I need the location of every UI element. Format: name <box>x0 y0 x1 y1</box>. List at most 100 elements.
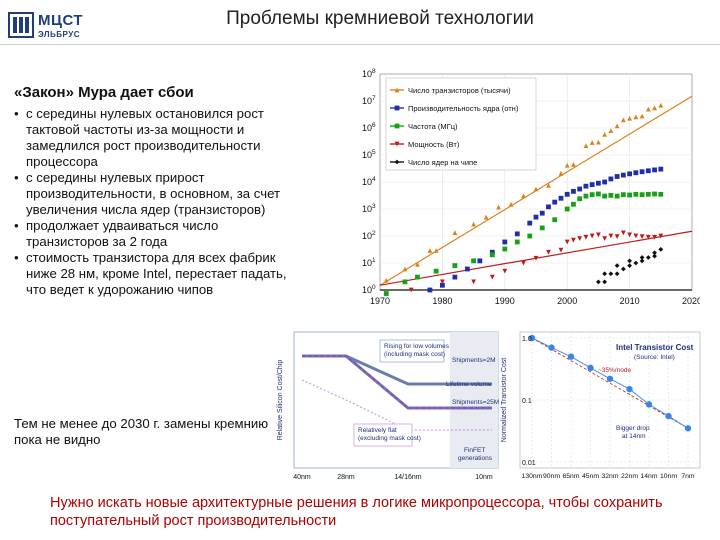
slide-title: Проблемы кремниевой технологии <box>226 8 534 29</box>
data-point <box>602 131 608 137</box>
data-point <box>548 344 555 351</box>
data-point <box>533 214 539 220</box>
data-point <box>571 201 576 207</box>
data-point <box>564 191 570 197</box>
y-axis-label: Normalized Transistor Cost <box>501 358 508 442</box>
bullet-item: с середины нулевых остановился рост такт… <box>12 106 287 170</box>
data-point <box>652 234 657 240</box>
y-tick-label: 108 <box>362 68 376 79</box>
data-point <box>571 237 576 243</box>
x-tick-label: 22nm <box>621 473 638 480</box>
data-point <box>583 183 589 189</box>
data-point <box>658 246 664 252</box>
data-point <box>514 239 520 245</box>
data-point <box>620 172 626 178</box>
data-point <box>614 271 620 277</box>
data-point <box>596 191 601 197</box>
x-tick-label: 2010 <box>620 296 640 306</box>
data-point <box>408 287 414 293</box>
data-point <box>496 204 501 210</box>
data-point <box>402 279 408 285</box>
data-point <box>433 268 439 274</box>
data-point <box>608 271 614 277</box>
data-point <box>645 168 651 174</box>
y-tick-label: 107 <box>362 95 376 106</box>
data-point <box>596 279 601 285</box>
data-point <box>583 143 589 149</box>
data-point <box>596 180 601 186</box>
intel-transistor-cost-chart: Normalized Transistor Cost Intel Transis… <box>501 331 701 480</box>
data-point <box>383 277 389 283</box>
moore-trends-chart: 1970 1980 1990 2000 2010 2020 100 101 102 103 104 1… <box>362 68 700 306</box>
data-point <box>614 174 620 179</box>
data-point <box>626 385 633 393</box>
data-point <box>639 255 645 260</box>
y-tick-label: 106 <box>362 122 376 133</box>
data-point <box>614 193 620 199</box>
data-point <box>602 179 608 185</box>
mcst-logo-icon <box>8 12 34 38</box>
legend-label: Число ядер на чипе <box>408 158 477 167</box>
bullet-item: продолжает удваиваться число транзисторо… <box>12 218 287 250</box>
data-point <box>608 176 614 182</box>
data-point <box>583 234 589 240</box>
x-tick-label: 14nm <box>640 473 657 480</box>
data-point <box>433 248 439 253</box>
data-point <box>558 247 564 253</box>
bullet-list: с середины нулевых остановился рост такт… <box>12 106 287 298</box>
data-point <box>645 401 653 408</box>
data-point <box>627 192 632 198</box>
data-point <box>627 263 632 269</box>
data-point <box>539 225 545 231</box>
x-tick-label: 40nm <box>293 474 311 481</box>
data-point <box>567 353 575 360</box>
x-tick-label: 1980 <box>432 296 452 306</box>
data-point <box>602 271 608 277</box>
data-point <box>589 233 595 239</box>
data-point <box>533 186 539 192</box>
data-point <box>596 139 601 145</box>
data-point <box>527 233 533 239</box>
annotation-rising: Rising for low volumes (including mask c… <box>384 343 451 358</box>
legend-label: Частота (МГц) <box>408 122 458 131</box>
data-point <box>589 182 595 188</box>
y-tick-label: 103 <box>362 203 376 214</box>
data-point <box>633 191 639 197</box>
data-point <box>645 106 651 112</box>
data-point <box>527 220 533 226</box>
data-point <box>658 166 664 172</box>
data-point <box>577 236 583 242</box>
data-point <box>427 287 433 293</box>
data-point <box>633 233 639 239</box>
logo-brand: МЦСТ <box>38 12 84 29</box>
y-tick-label: 105 <box>362 149 376 160</box>
x-tick-label: 32nm <box>601 473 618 480</box>
data-point <box>383 291 389 296</box>
data-point <box>564 162 570 168</box>
y-tick-label: 100 <box>362 284 376 295</box>
legend-marker <box>394 87 400 93</box>
data-point <box>571 188 576 194</box>
legend-marker <box>394 123 400 129</box>
data-point <box>471 221 476 227</box>
legend-box <box>385 77 537 171</box>
annotation-shipments-2m: Shipments=2M <box>452 357 496 364</box>
data-point <box>539 210 545 216</box>
data-point <box>684 425 692 432</box>
legend-marker <box>394 105 400 111</box>
annotation-rate: ~35%/node <box>598 367 631 374</box>
data-point <box>489 249 495 255</box>
data-point <box>652 105 657 111</box>
y-tick-label: 0.1 <box>522 398 532 405</box>
trend-line <box>531 337 689 429</box>
x-tick-label: 65nm <box>562 473 579 480</box>
data-point <box>464 266 470 272</box>
data-point <box>471 258 476 264</box>
data-point <box>452 263 458 269</box>
section-heading: «Закон» Мура дает сбои <box>14 84 194 101</box>
data-point <box>627 115 632 121</box>
data-point <box>577 186 583 192</box>
data-point <box>546 182 551 188</box>
data-point <box>514 231 520 237</box>
data-point <box>602 193 608 199</box>
